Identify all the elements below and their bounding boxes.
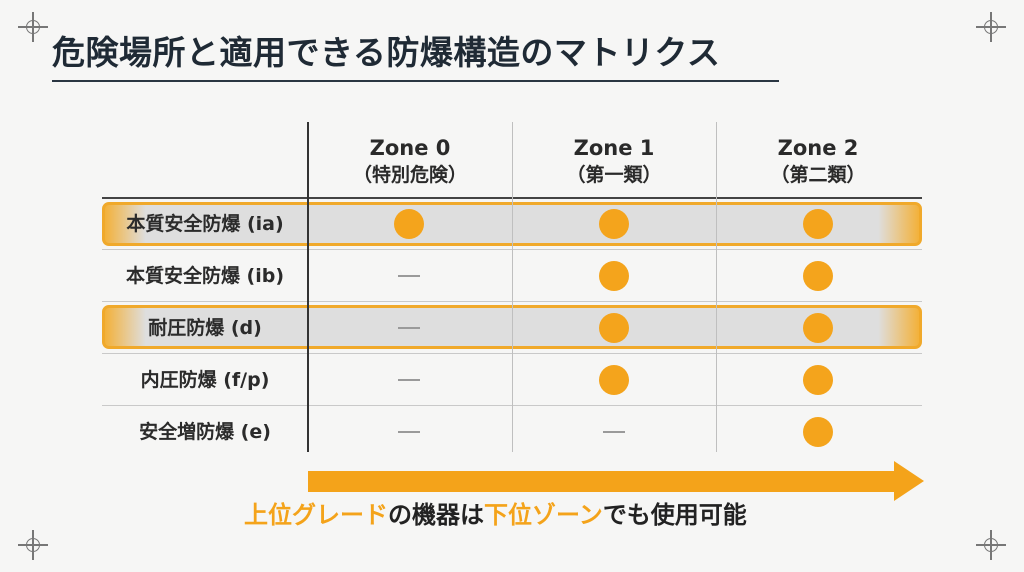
not-applicable-dash-icon [398, 431, 420, 433]
row-label-fp: 内圧防爆 (f/p) [140, 369, 270, 391]
caption-highlight-grade: 上位グレード [244, 501, 388, 529]
applicable-dot-icon [599, 261, 629, 291]
column-header-zone2: Zone 2 （第二類） [716, 134, 920, 188]
caption-highlight-zone: 下位ゾーン [484, 501, 603, 529]
crosshair-icon-top-right [976, 12, 1006, 42]
not-applicable-dash-icon [398, 327, 420, 329]
applicable-dot-icon [803, 209, 833, 239]
row-label-ia: 本質安全防爆 (ia) [126, 213, 284, 235]
not-applicable-dash-icon [398, 275, 420, 277]
column-divider-2 [716, 122, 717, 452]
zone-class: （第一類） [566, 164, 662, 186]
applicable-dot-icon [803, 313, 833, 343]
zone-label: Zone 1 [573, 136, 655, 160]
applicable-dot-icon [599, 313, 629, 343]
direction-arrow-icon [894, 461, 924, 501]
crosshair-icon-bottom-left [18, 530, 48, 560]
row-label-ib: 本質安全防爆 (ib) [125, 265, 285, 287]
caption-text-1: の機器は [388, 501, 484, 529]
applicable-dot-icon [599, 365, 629, 395]
page-title: 危険場所と適用できる防爆構造のマトリクス [52, 33, 721, 72]
crosshair-icon-bottom-right [976, 530, 1006, 560]
title-underline [52, 80, 779, 82]
row-label-d: 耐圧防爆 (d) [148, 317, 262, 339]
applicable-dot-icon [803, 365, 833, 395]
applicable-dot-icon [803, 417, 833, 447]
crosshair-icon-top-left [18, 12, 48, 42]
column-header-zone0: Zone 0 （特別危険） [308, 134, 512, 188]
applicable-dot-icon [803, 261, 833, 291]
zone-label: Zone 0 [369, 136, 451, 160]
applicable-dot-icon [394, 209, 424, 239]
caption: 上位グレードの機器は下位ゾーンでも使用可能 [244, 495, 747, 530]
column-header-zone1: Zone 1 （第一類） [512, 134, 716, 188]
direction-arrow-shaft [308, 471, 896, 492]
zone-label: Zone 2 [777, 136, 859, 160]
row-label-e: 安全増防爆 (e) [139, 421, 271, 443]
label-column-divider [307, 122, 309, 452]
caption-text-2: でも使用可能 [602, 501, 747, 529]
column-divider-1 [512, 122, 513, 452]
not-applicable-dash-icon [603, 431, 625, 433]
zone-class: （第二類） [770, 164, 866, 186]
zone-class: （特別危険） [352, 164, 467, 186]
not-applicable-dash-icon [398, 379, 420, 381]
applicable-dot-icon [599, 209, 629, 239]
